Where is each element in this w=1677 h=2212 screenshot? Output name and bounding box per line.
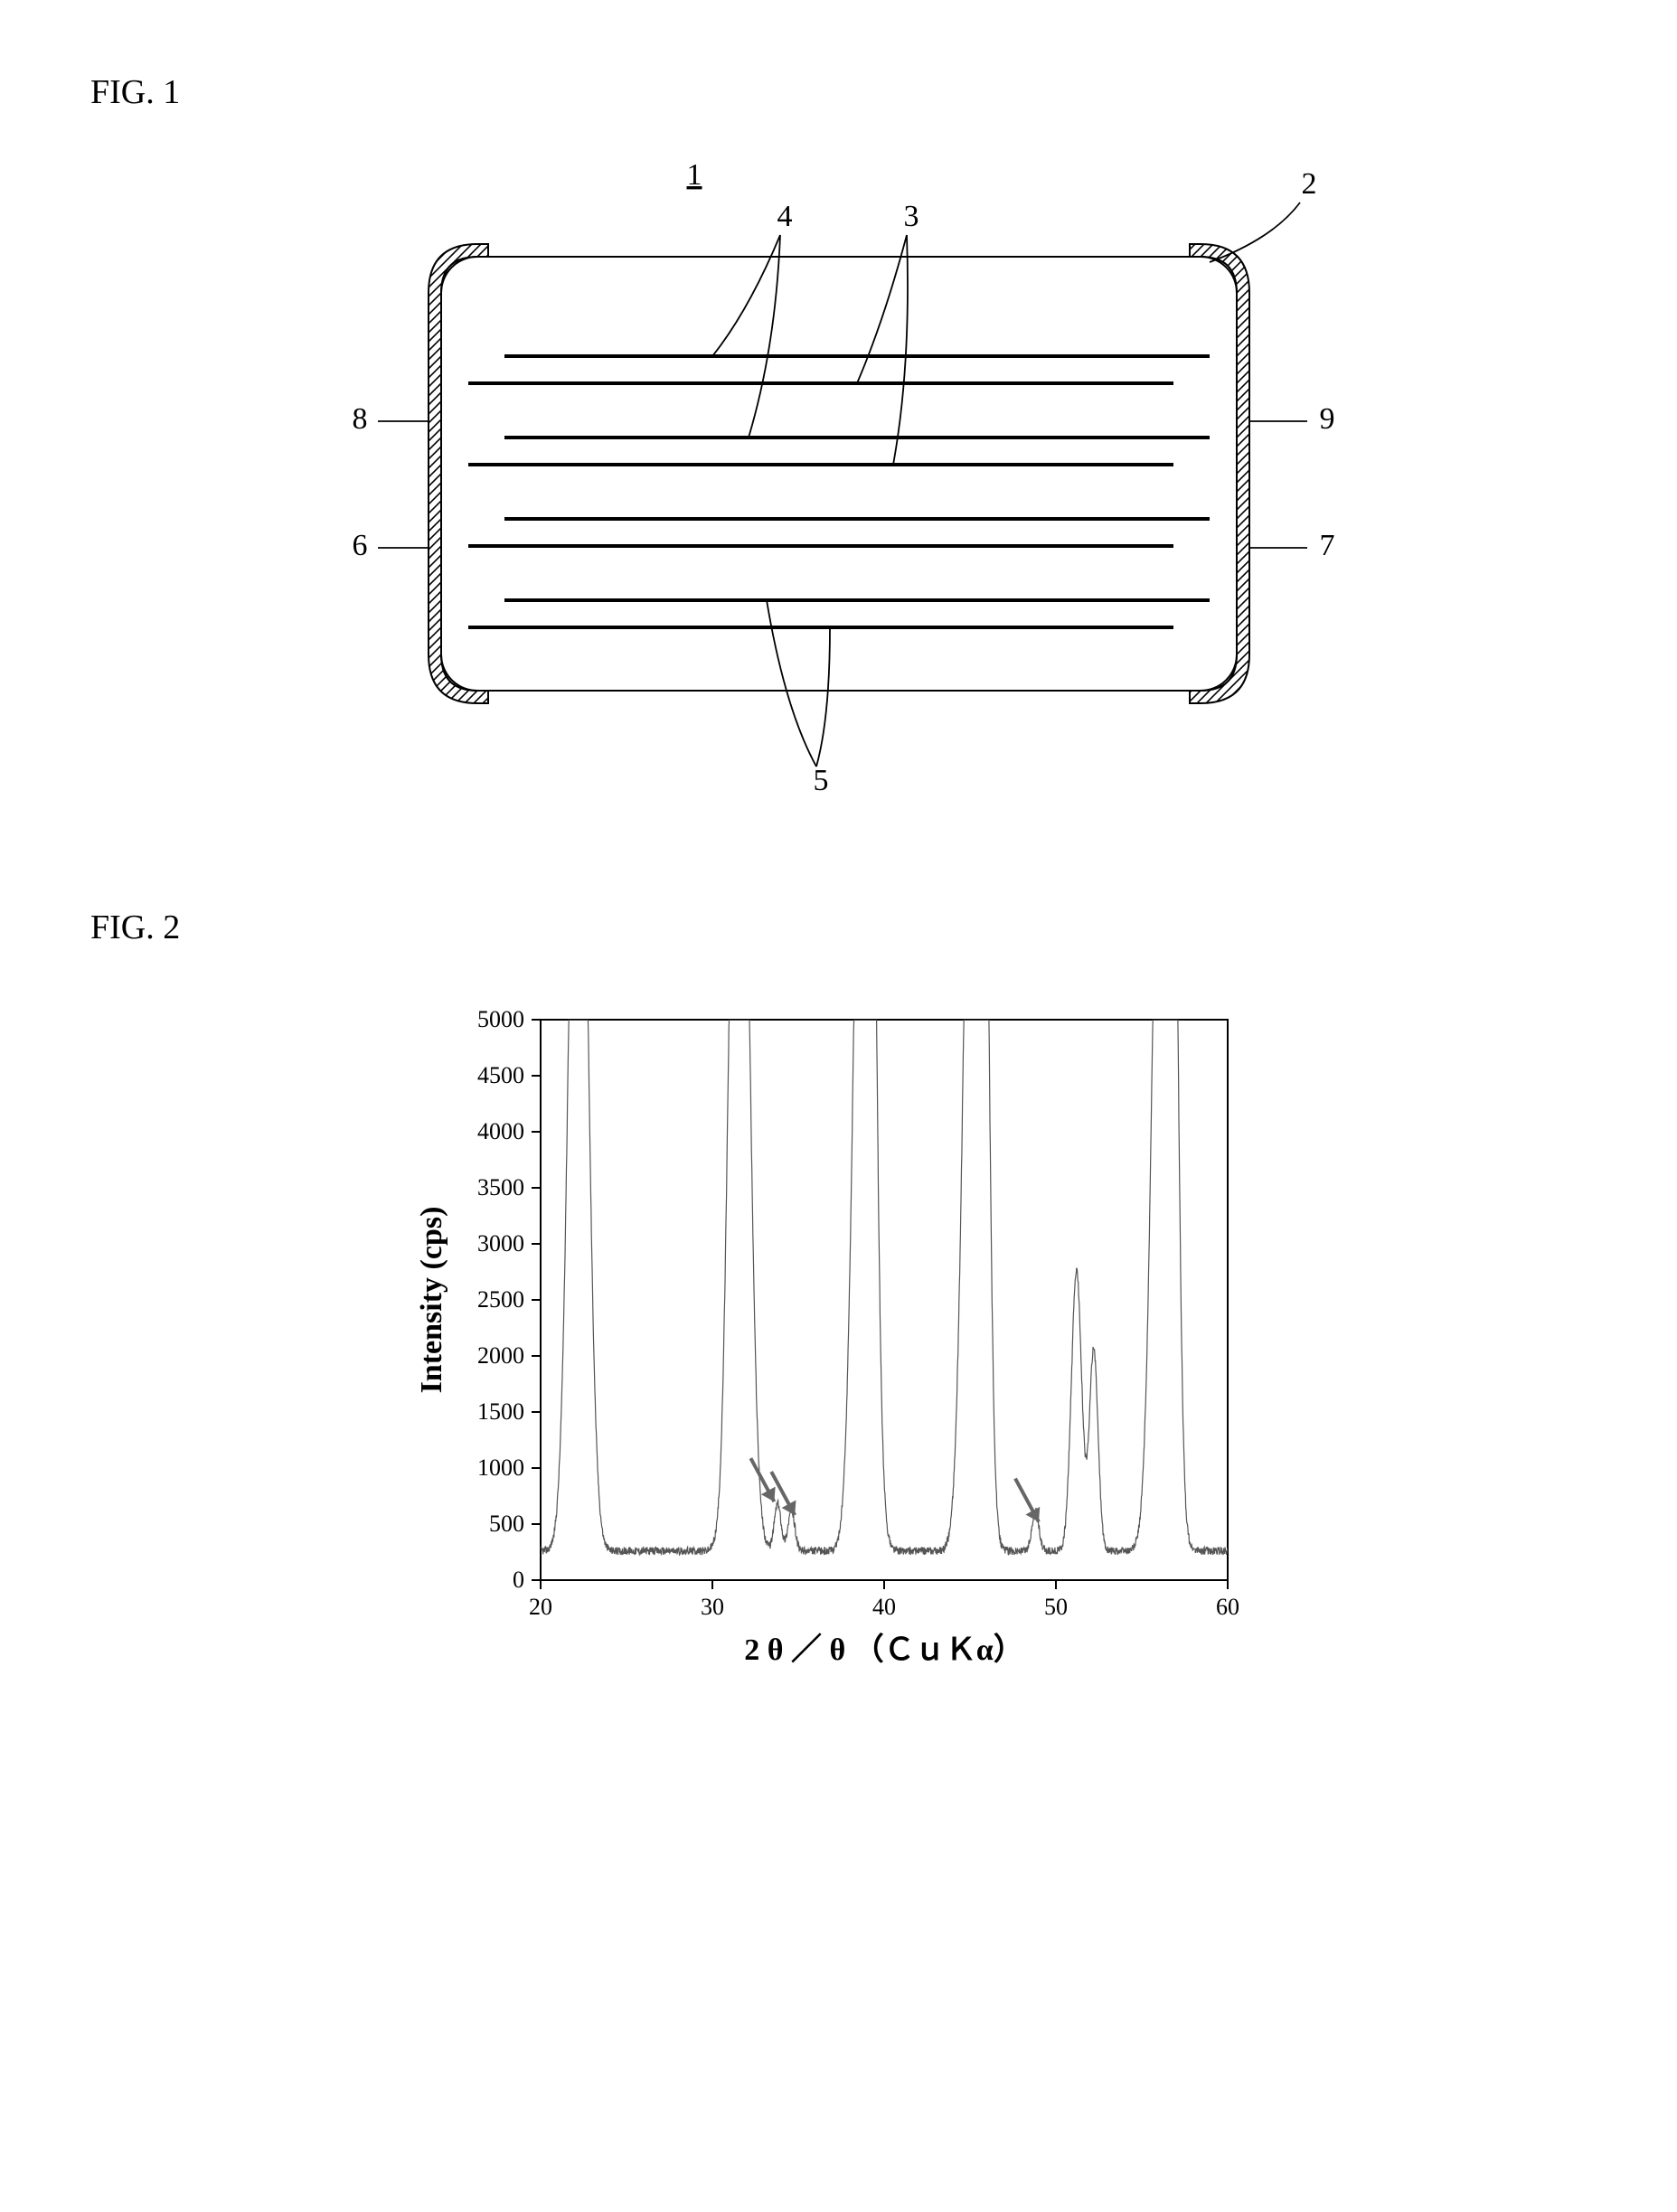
svg-text:5000: 5000 <box>477 1006 524 1032</box>
svg-text:40: 40 <box>872 1594 896 1620</box>
svg-text:5: 5 <box>813 764 828 797</box>
svg-text:8: 8 <box>352 402 367 436</box>
fig2-chart-container: 0 500 1000 1500 2000 2500 3000 3500 4000 4500 5000… <box>90 984 1587 1725</box>
svg-text:2: 2 <box>1301 167 1316 201</box>
fig1-diagram: 1 2 4 3 8 9 6 7 5 <box>297 148 1381 817</box>
svg-text:3000: 3000 <box>477 1230 524 1257</box>
svg-text:Intensity (cps): Intensity (cps) <box>415 1207 448 1394</box>
svg-text:0: 0 <box>513 1567 524 1593</box>
svg-text:3: 3 <box>903 200 919 233</box>
svg-text:4500: 4500 <box>477 1062 524 1088</box>
svg-text:30: 30 <box>701 1594 724 1620</box>
fig1-diagram-container: 1 2 4 3 8 9 6 7 5 <box>90 148 1587 817</box>
svg-text:6: 6 <box>352 529 367 562</box>
fig1-label: FIG. 1 <box>90 72 1587 112</box>
svg-text:2500: 2500 <box>477 1286 524 1313</box>
svg-text:20: 20 <box>529 1594 552 1620</box>
svg-text:4000: 4000 <box>477 1118 524 1144</box>
svg-text:500: 500 <box>489 1511 524 1537</box>
svg-text:2 θ ／ θ （ＣｕＫα）: 2 θ ／ θ （ＣｕＫα） <box>744 1632 1023 1667</box>
fig2-chart: 0 500 1000 1500 2000 2500 3000 3500 4000 4500 5000… <box>387 984 1291 1725</box>
svg-text:50: 50 <box>1044 1594 1068 1620</box>
svg-text:9: 9 <box>1319 402 1334 436</box>
svg-text:7: 7 <box>1319 529 1334 562</box>
svg-text:1500: 1500 <box>477 1398 524 1425</box>
svg-text:4: 4 <box>777 200 792 233</box>
svg-text:60: 60 <box>1216 1594 1239 1620</box>
svg-text:1: 1 <box>686 158 702 192</box>
svg-text:1000: 1000 <box>477 1454 524 1481</box>
svg-text:2000: 2000 <box>477 1342 524 1369</box>
svg-text:3500: 3500 <box>477 1174 524 1200</box>
fig2-label: FIG. 2 <box>90 908 1587 947</box>
